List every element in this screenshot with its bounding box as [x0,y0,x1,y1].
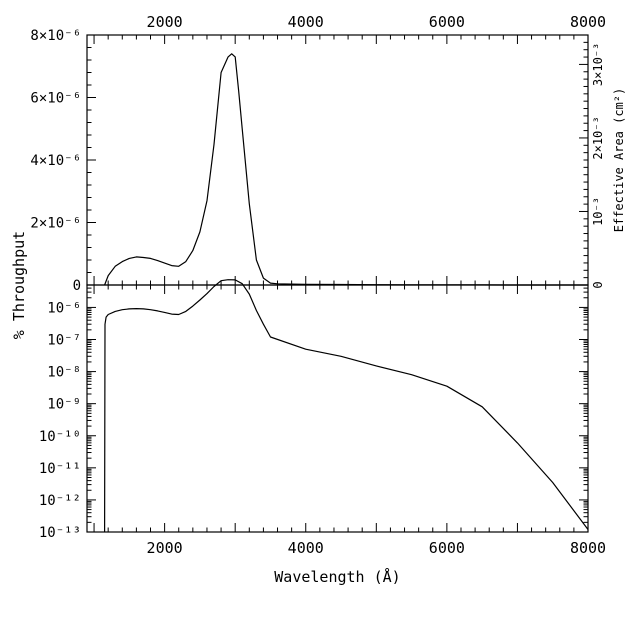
top-y-tick-label: 4×10⁻⁶ [30,153,81,169]
bottom-x-tick-label: 4000 [288,539,324,557]
bottom-y-tick-label: 10⁻¹⁰ [39,429,81,445]
top-y-tick-label: 8×10⁻⁶ [30,28,81,44]
y2-axis-label: Effective Area (cm²) [612,88,626,233]
bottom-y-tick-label: 10⁻⁹ [47,397,81,413]
top-x-tick-label: 6000 [429,13,465,31]
bottom-y-tick-label: 10⁻⁷ [47,333,81,349]
top-x-tick-label: 2000 [147,13,183,31]
top-y-tick-label: 6×10⁻⁶ [30,91,81,107]
top-y-tick-label: 0 [73,278,81,294]
bottom-y-tick-label: 10⁻¹³ [39,525,81,541]
bottom-y-tick-label: 10⁻⁶ [47,300,81,316]
top-throughput-curve [104,53,588,286]
bottom-y-tick-label: 10⁻¹² [39,493,81,509]
bottom-x-tick-label: 6000 [429,539,465,557]
bottom-throughput-curve [104,279,589,533]
y-axis-label: % Throughput [10,231,28,339]
bottom-x-tick-label: 2000 [147,539,183,557]
bottom-x-tick-label: 8000 [570,539,606,557]
top-y-tick-label: 2×10⁻⁶ [30,216,81,232]
top-panel-frame [86,34,589,286]
top-y2-tick-label: 0 [591,281,605,288]
bottom-y-tick-label: 10⁻¹¹ [39,461,81,477]
top-y2-tick-label: 3×10⁻³ [591,43,605,86]
bottom-panel-frame [86,284,589,533]
bottom-y-tick-label: 10⁻⁸ [47,365,81,381]
top-x-tick-label: 8000 [570,13,606,31]
top-y2-tick-label: 10⁻³ [591,197,605,226]
top-y2-tick-label: 2×10⁻³ [591,116,605,159]
top-x-tick-label: 4000 [288,13,324,31]
x-axis-label: Wavelength (Å) [274,567,400,586]
